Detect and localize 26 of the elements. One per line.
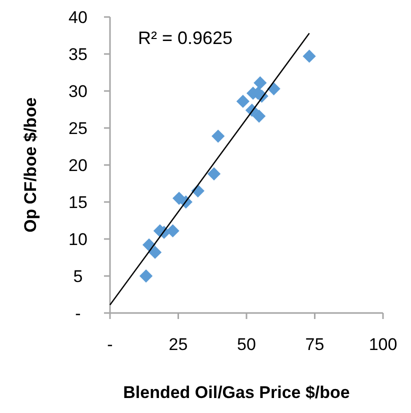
point [207, 167, 221, 180]
y-tick-label: 30 [68, 82, 88, 101]
y-tick-label: 15 [68, 192, 88, 212]
point [252, 110, 266, 123]
y-tick-label: 25 [68, 118, 88, 138]
y-tick-label: 40 [68, 8, 88, 27]
point [212, 130, 225, 143]
point [148, 246, 162, 259]
x-tick-label: - [107, 335, 113, 354]
y-tick-label: 10 [68, 230, 88, 249]
y-tick-label: 5 [73, 266, 83, 286]
x-tick-label: 100 [368, 335, 398, 354]
y-tick-label: 20 [68, 156, 88, 175]
point [166, 224, 180, 238]
point [139, 269, 153, 283]
x-axis-title: Blended Oil/Gas Price $/boe [123, 383, 350, 402]
point [302, 50, 316, 63]
point [236, 94, 250, 108]
y-tick-label: - [75, 304, 81, 323]
x-tick-label: 50 [237, 335, 256, 354]
y-tick-label: 35 [68, 44, 88, 64]
annotation: R² = 0.9625 [138, 28, 233, 48]
point [254, 76, 267, 90]
x-tick-label: 25 [168, 335, 188, 354]
y-axis-title: Op CF/boe $/boe [21, 97, 40, 233]
x-tick-label: 75 [305, 335, 324, 354]
